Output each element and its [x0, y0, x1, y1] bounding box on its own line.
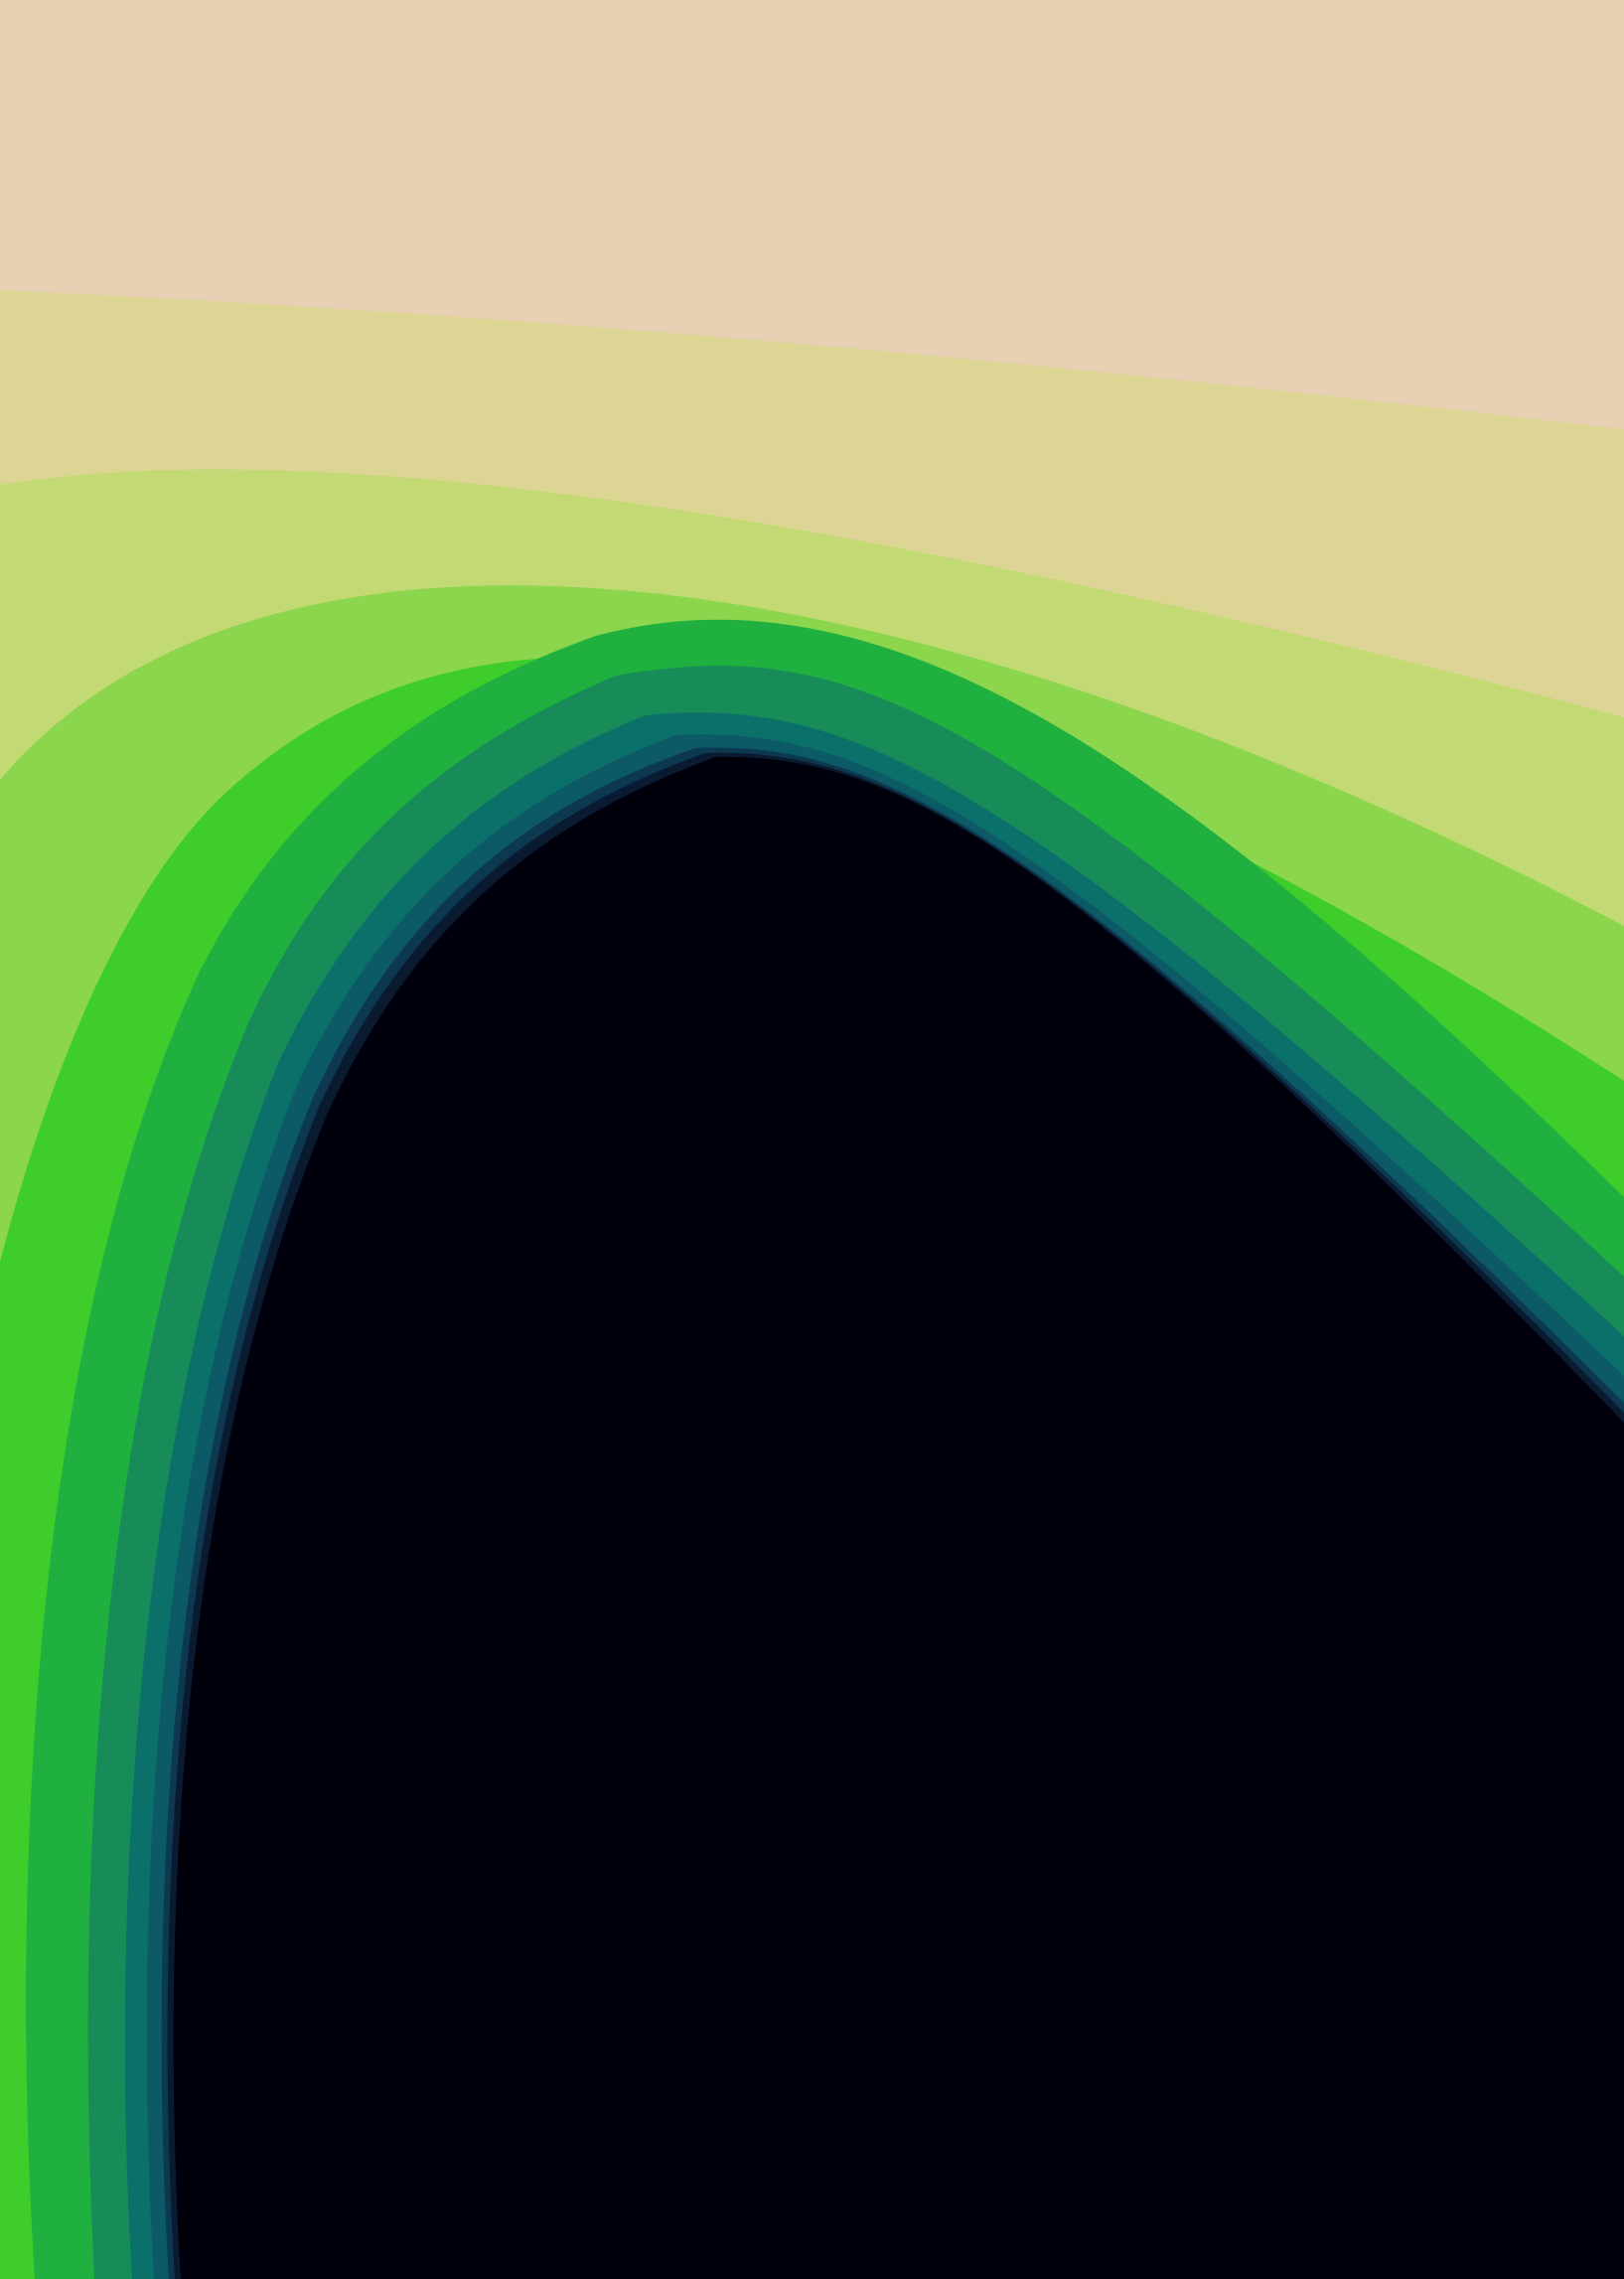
- contour-band: [173, 756, 1624, 2279]
